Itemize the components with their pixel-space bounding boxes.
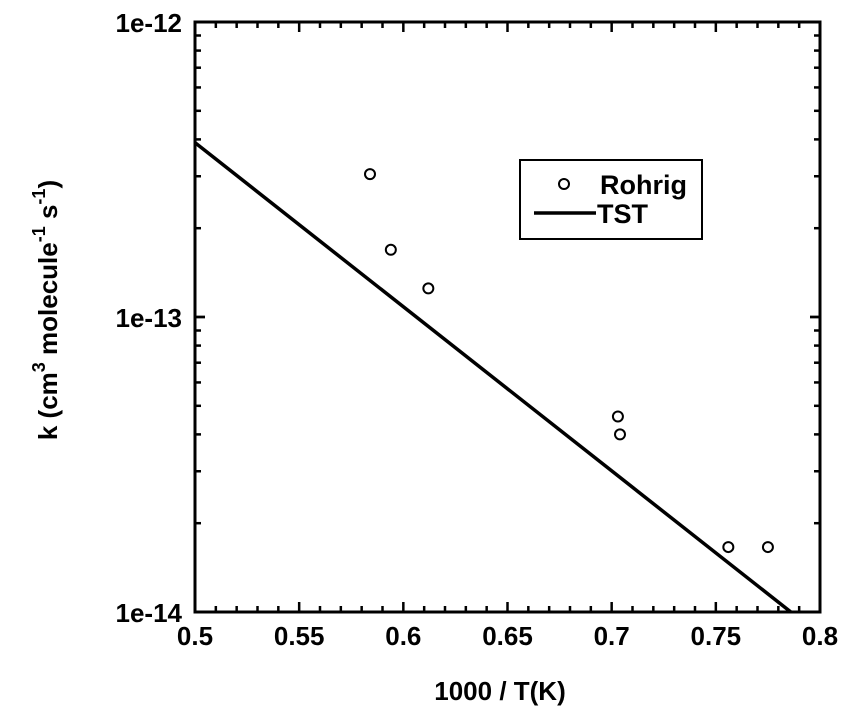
legend-circle-marker-icon [558, 178, 570, 190]
x-tick-label: 0.75 [691, 621, 742, 651]
data-point-circle-icon [722, 541, 735, 554]
legend-label-tst: TST [597, 199, 649, 229]
axis-ticks [193, 20, 822, 614]
y-tick-label-1e-13: 1e-13 [116, 303, 183, 333]
x-tick-label: 0.55 [274, 621, 325, 651]
y-tick-label-1e-14: 1e-14 [116, 598, 183, 628]
x-tick-label: 0.7 [594, 621, 630, 651]
data-point-circle-icon [761, 541, 774, 554]
x-axis-label: 1000 / T(K) [434, 676, 566, 706]
y-tick-label-1e-12: 1e-12 [116, 8, 183, 38]
legend-label-rohrig: Rohrig [600, 170, 687, 200]
series-layer [193, 141, 792, 614]
tst-line [193, 141, 792, 614]
data-point-circle-icon [422, 282, 435, 295]
legend-box [519, 159, 703, 240]
data-point-circle-icon [384, 243, 397, 256]
data-point-circle-icon [611, 410, 624, 423]
x-tick-label: 0.65 [482, 621, 533, 651]
x-tick-label: 0.5 [177, 621, 213, 651]
plot-frame [193, 20, 822, 614]
data-point-circle-icon [614, 428, 626, 441]
x-tick-labels: 0.5 0.55 0.6 0.65 0.7 0.75 0.8 [177, 621, 838, 651]
x-tick-label: 0.6 [385, 621, 421, 651]
legend: Rohrig TST [519, 159, 703, 240]
y-axis-label: k (cm3 molecule-1 s-1) [29, 180, 63, 440]
data-point-circle-icon [364, 168, 376, 181]
x-tick-label: 0.8 [802, 621, 838, 651]
